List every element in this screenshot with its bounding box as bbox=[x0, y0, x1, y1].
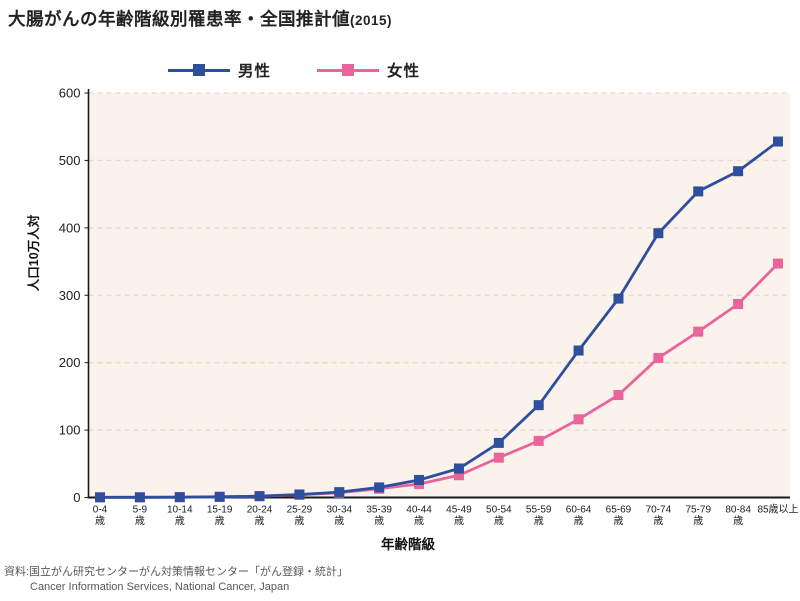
y-tick-label: 500 bbox=[59, 153, 81, 168]
x-tick-label: 0-4 歳 bbox=[93, 505, 108, 528]
page-title-main: 大腸がんの年齢階級別罹患率・全国推計値 bbox=[8, 9, 350, 29]
data-point-male bbox=[733, 166, 744, 177]
data-point-male bbox=[573, 345, 584, 356]
x-tick-label: 5-9 歳 bbox=[133, 505, 148, 528]
x-tick-label: 35-39 歳 bbox=[366, 505, 392, 528]
x-tick-label: 60-64 歳 bbox=[566, 505, 592, 528]
female-series-swatch-icon bbox=[317, 63, 380, 77]
x-tick-label: 80-84 歳 bbox=[725, 505, 751, 528]
x-tick-label: 50-54 歳 bbox=[486, 505, 512, 528]
data-point-male bbox=[214, 491, 225, 502]
data-point-female bbox=[453, 470, 464, 481]
page-title: 大腸がんの年齢階級別罹患率・全国推計値(2015) bbox=[8, 6, 392, 31]
y-axis-title: 人口10万人対 bbox=[26, 214, 41, 291]
data-point-male bbox=[334, 487, 345, 498]
x-tick-label: 20-24 歳 bbox=[247, 505, 273, 528]
data-point-male bbox=[653, 228, 664, 239]
data-point-male bbox=[374, 482, 385, 493]
data-point-female bbox=[653, 352, 664, 363]
male-series-swatch-icon bbox=[168, 63, 230, 77]
legend-item-female: 女性 bbox=[317, 59, 420, 81]
y-tick-label: 200 bbox=[59, 355, 81, 370]
y-tick-label: 100 bbox=[59, 423, 81, 438]
x-tick-label: 85歳以上 bbox=[757, 504, 798, 516]
x-tick-label: 15-19 歳 bbox=[207, 505, 233, 528]
data-point-male bbox=[613, 293, 624, 304]
legend-item-male: 男性 bbox=[168, 59, 271, 81]
data-point-female bbox=[493, 452, 504, 463]
x-tick-label: 10-14 歳 bbox=[167, 505, 193, 528]
source-line-en: Cancer Information Services, National Ca… bbox=[30, 581, 290, 593]
x-tick-label: 30-34 歳 bbox=[327, 505, 353, 528]
y-tick-label: 600 bbox=[59, 86, 81, 101]
data-point-male bbox=[95, 492, 105, 503]
data-point-female bbox=[573, 414, 584, 425]
data-point-male bbox=[294, 489, 305, 500]
x-tick-label: 55-59 歳 bbox=[526, 505, 552, 528]
legend-label-female: 女性 bbox=[387, 63, 421, 80]
data-point-male bbox=[533, 400, 544, 411]
data-point-female bbox=[733, 299, 744, 310]
chart-legend: 男性 女性 bbox=[168, 59, 420, 81]
series-line-male bbox=[100, 140, 779, 499]
data-point-male bbox=[254, 491, 265, 502]
data-point-male bbox=[453, 463, 464, 474]
y-tick-label: 0 bbox=[73, 490, 80, 505]
x-tick-label: 75-79 歳 bbox=[685, 505, 711, 528]
data-point-female bbox=[773, 258, 783, 269]
source-note: 資料:国立がん研究センターがん対策情報センター「がん登録・統計」 Cancer … bbox=[4, 565, 348, 595]
data-point-male bbox=[693, 186, 704, 197]
data-point-male bbox=[773, 136, 783, 147]
y-tick-label: 300 bbox=[59, 288, 81, 303]
data-point-female bbox=[533, 435, 544, 446]
y-tick-label: 400 bbox=[59, 220, 81, 235]
x-tick-label: 65-69 歳 bbox=[606, 505, 632, 528]
data-point-male bbox=[493, 437, 504, 448]
data-point-male bbox=[174, 492, 185, 503]
source-line-ja: 資料:国立がん研究センターがん対策情報センター「がん登録・統計」 bbox=[4, 566, 349, 578]
data-point-female bbox=[613, 390, 624, 401]
x-tick-label: 45-49 歳 bbox=[446, 505, 472, 528]
data-point-male bbox=[134, 492, 145, 503]
data-point-male bbox=[414, 474, 425, 485]
page-title-year: (2015) bbox=[350, 13, 393, 28]
x-tick-label: 70-74 歳 bbox=[646, 505, 672, 528]
x-axis-title: 年齢階級 bbox=[381, 536, 435, 552]
data-point-female bbox=[693, 326, 704, 337]
x-tick-label: 25-29 歳 bbox=[287, 505, 313, 528]
legend-label-male: 男性 bbox=[238, 63, 272, 80]
x-tick-label: 40-44 歳 bbox=[406, 505, 432, 528]
